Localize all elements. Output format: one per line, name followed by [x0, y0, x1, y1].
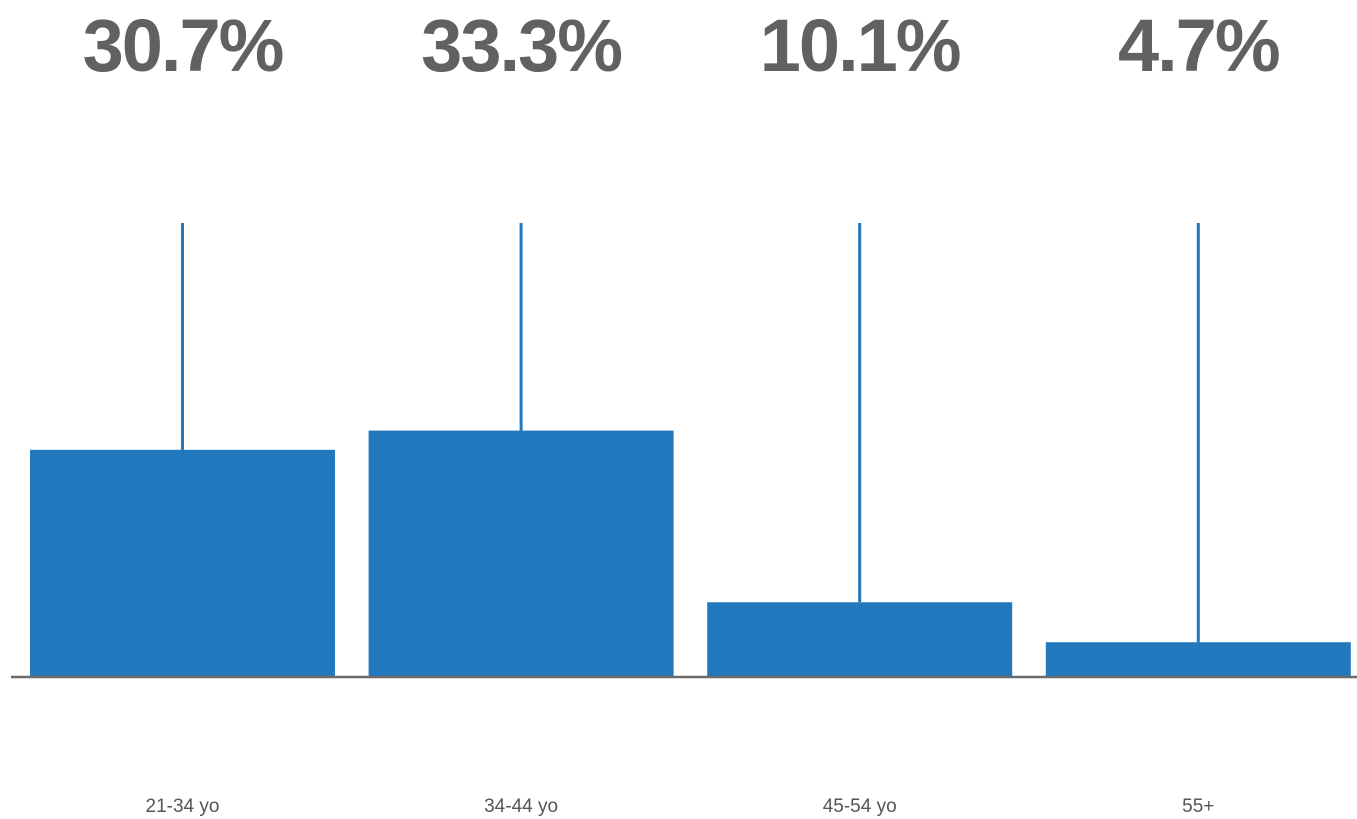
value-label: 4.7%	[1118, 4, 1279, 87]
bar	[368, 430, 674, 677]
bar	[30, 449, 335, 677]
category-label: 55+	[1182, 796, 1214, 817]
category-label: 34-44 yo	[484, 796, 558, 817]
bars-group	[30, 223, 1351, 677]
value-labels-group: 30.7% 33.3% 10.1% 4.7%	[83, 4, 1281, 87]
category-label: 45-54 yo	[823, 796, 897, 817]
category-labels-group: 21-34 yo 34-44 yo 45-54 yo 55+	[146, 796, 1215, 817]
bar	[707, 602, 1013, 677]
value-label: 33.3%	[421, 4, 621, 87]
category-label: 21-34 yo	[146, 796, 220, 817]
value-label: 10.1%	[760, 4, 960, 87]
value-label: 30.7%	[83, 4, 283, 87]
bar	[1045, 642, 1351, 677]
